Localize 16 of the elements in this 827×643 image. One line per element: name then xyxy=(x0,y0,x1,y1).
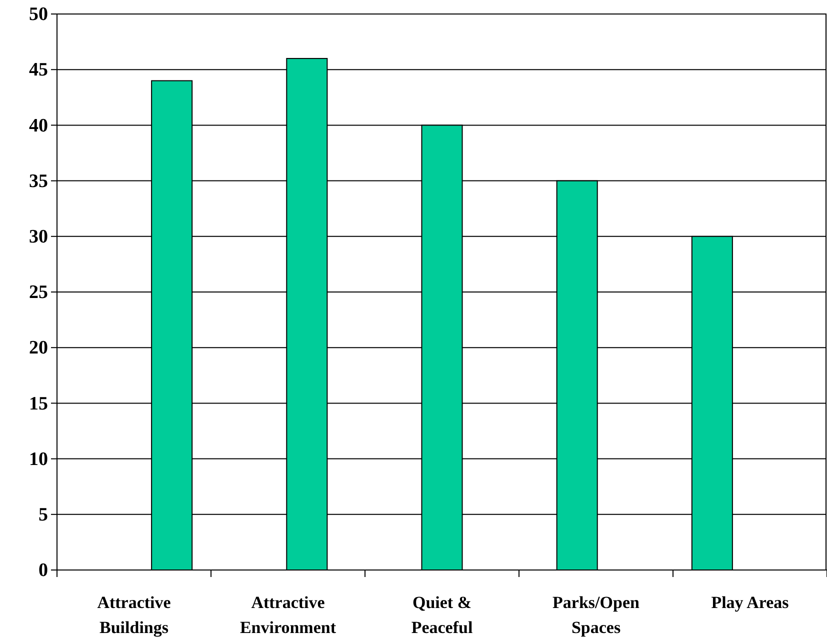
x-tick-label: Play Areas xyxy=(711,593,790,612)
x-tick-label: Quiet & Peaceful xyxy=(411,593,473,637)
y-tick-label: 20 xyxy=(29,338,48,359)
y-tick-label: 0 xyxy=(38,560,48,582)
y-tick-label: 50 xyxy=(29,4,48,26)
y-tick-label: 5 xyxy=(38,504,48,526)
y-tick-label: 10 xyxy=(29,448,48,470)
x-tick-label: Attractive Buildings xyxy=(97,593,172,637)
y-tick-label: 25 xyxy=(29,282,48,304)
y-tick-label: 35 xyxy=(29,170,48,192)
x-tick-label: Parks/Open Spaces xyxy=(552,593,640,637)
y-tick-label: 45 xyxy=(29,60,48,81)
x-tick-label: Attractive Environment xyxy=(240,593,336,637)
y-tick-label: 40 xyxy=(29,115,48,136)
y-tick-label: 15 xyxy=(29,393,48,414)
y-tick-label: 30 xyxy=(29,226,48,248)
